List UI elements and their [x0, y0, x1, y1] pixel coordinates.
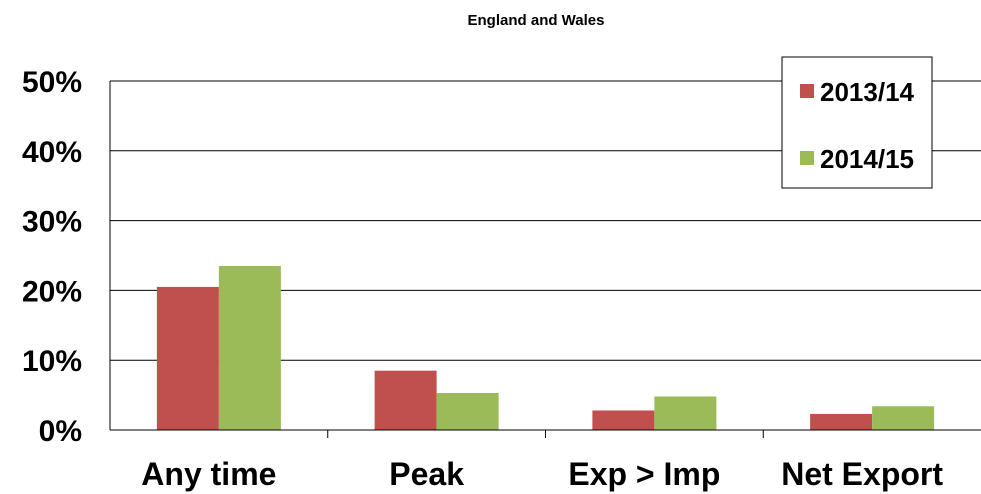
chart-title: England and Wales: [468, 12, 605, 29]
bars: [156, 265, 935, 430]
bar-2014-15-net-export: [872, 406, 935, 430]
bar-2014-15-peak: [436, 393, 499, 430]
bar-2014-15-any-time: [218, 265, 281, 430]
y-tick-label: 10%: [22, 345, 82, 378]
legend-label: 2014/15: [820, 144, 914, 174]
bar-2013-14-peak: [374, 370, 437, 430]
x-tick-label: Peak: [389, 456, 464, 492]
bar-2013-14-net-export: [810, 413, 873, 430]
y-tick-label: 40%: [22, 136, 82, 169]
legend-swatch: [800, 84, 814, 98]
legend-swatch: [800, 151, 814, 165]
legend-box: [781, 56, 933, 189]
x-axis-tick-labels: Any time Peak Exp > Imp Net Export: [141, 456, 943, 492]
legend: 2013/14 2014/15: [781, 56, 933, 189]
y-axis-tick-labels: 0% 10% 20% 30% 40% 50%: [22, 66, 82, 448]
y-tick-label: 50%: [22, 66, 82, 99]
x-tick-label: Net Export: [781, 456, 943, 492]
axes: [109, 81, 981, 438]
x-tick-label: Any time: [141, 456, 276, 492]
legend-label: 2013/14: [820, 77, 915, 107]
y-tick-label: 30%: [22, 206, 82, 239]
bar-2013-14-any-time: [156, 286, 219, 430]
x-tick-label: Exp > Imp: [568, 456, 720, 492]
bar-2014-15-exp-imp: [654, 396, 717, 430]
y-tick-label: 20%: [22, 275, 82, 308]
y-tick-label: 0%: [39, 415, 82, 448]
bar-2013-14-exp-imp: [592, 410, 655, 430]
